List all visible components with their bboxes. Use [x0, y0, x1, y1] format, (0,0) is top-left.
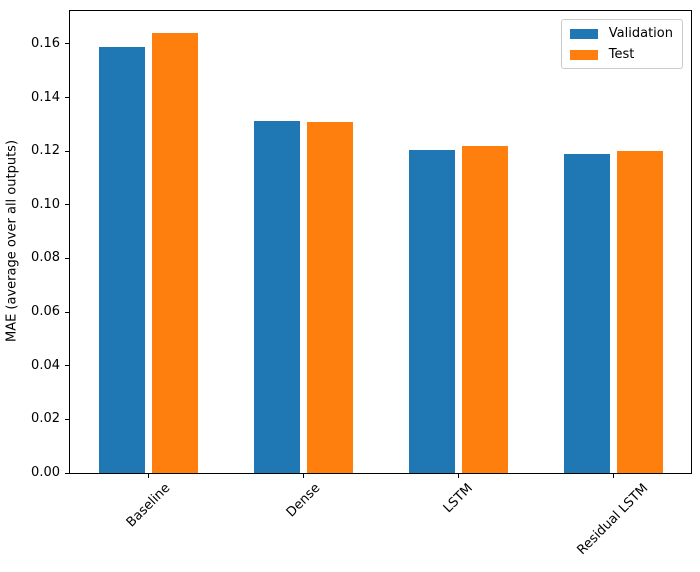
y-tick-0.14 — [65, 97, 69, 99]
bar-test-baseline — [151, 33, 198, 473]
y-tick-0.10 — [65, 204, 69, 206]
bar-validation-baseline — [98, 46, 145, 473]
legend-entry-test: Test — [569, 47, 673, 62]
bar-test-dense — [306, 121, 353, 473]
legend-label-validation: Validation — [608, 26, 673, 41]
y-tick-label-0.08: 0.08 — [31, 250, 60, 266]
y-tick-label-0.10: 0.10 — [31, 196, 60, 212]
x-tick-label-residual-lstm: Residual LSTM — [574, 481, 652, 558]
bar-validation-lstm — [408, 149, 455, 473]
y-tick-label-0.04: 0.04 — [31, 357, 60, 373]
y-tick-0.04 — [65, 365, 69, 367]
y-tick-label-0.16: 0.16 — [31, 35, 60, 51]
y-tick-label-0.12: 0.12 — [31, 143, 60, 159]
y-tick-0.06 — [65, 311, 69, 313]
x-tick-label-lstm: LSTM — [440, 481, 476, 517]
y-tick-label-0.14: 0.14 — [31, 89, 60, 105]
x-tick-label-baseline: Baseline — [123, 480, 174, 531]
plot-area: Validation Test 0.00 0.02 0.04 0.06 0.08 0.10… — [31, 10, 692, 558]
x-tick-lstm — [457, 474, 459, 478]
bar-validation-dense — [253, 121, 300, 473]
legend-swatch-validation-icon — [569, 28, 598, 39]
y-tick-label-0.00: 0.00 — [31, 465, 60, 480]
y-tick-0.16 — [65, 43, 69, 45]
bar-validation-residual-lstm — [563, 153, 610, 473]
y-tick-0.08 — [65, 257, 69, 259]
bar-test-lstm — [461, 145, 508, 473]
x-tick-label-dense: Dense — [283, 480, 324, 521]
y-tick-0.00 — [65, 472, 69, 474]
x-tick-dense — [302, 474, 304, 478]
y-tick-0.02 — [65, 418, 69, 420]
legend-entry-validation: Validation — [569, 26, 673, 41]
x-tick-residual-lstm — [612, 474, 614, 478]
legend: Validation Test — [560, 19, 683, 69]
legend-swatch-test-icon — [569, 49, 598, 60]
bar-test-residual-lstm — [616, 150, 663, 473]
x-tick-baseline — [147, 474, 149, 478]
y-tick-label-0.02: 0.02 — [31, 411, 60, 427]
legend-label-test: Test — [608, 47, 635, 62]
y-tick-label-0.06: 0.06 — [31, 304, 60, 320]
y-tick-0.12 — [65, 150, 69, 152]
